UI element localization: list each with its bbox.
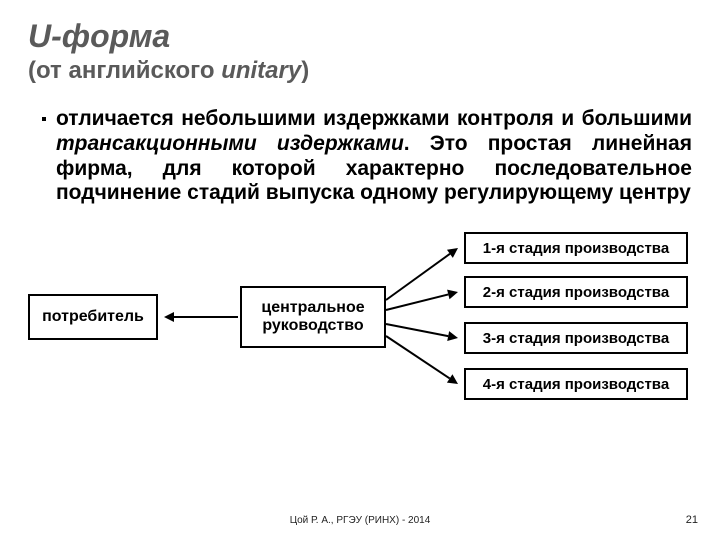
diagram: потребитель центральное руководство 1-я … bbox=[28, 232, 692, 432]
box-consumer-label: потребитель bbox=[42, 308, 144, 326]
body-text: отличается небольшими издержками контрол… bbox=[56, 107, 692, 206]
footer-text: Цой Р. А., РГЭУ (РИНХ) - 2014 bbox=[0, 515, 720, 526]
stage-label: 3-я стадия производства bbox=[483, 330, 669, 347]
stage-box: 3-я стадия производства bbox=[464, 322, 688, 354]
subtitle-prefix: (от английского bbox=[28, 57, 221, 84]
stage-label: 4-я стадия производства bbox=[483, 376, 669, 393]
subtitle-suffix: ) bbox=[301, 57, 309, 84]
body-p1: отличается небольшими издержками контрол… bbox=[56, 107, 692, 130]
stage-box: 2-я стадия производства bbox=[464, 276, 688, 308]
stage-label: 2-я стадия производства bbox=[483, 284, 669, 301]
box-center: центральное руководство bbox=[240, 286, 386, 348]
page-title: U-форма bbox=[28, 18, 692, 55]
subtitle-ital: unitary bbox=[221, 57, 301, 84]
box-consumer: потребитель bbox=[28, 294, 158, 340]
body-bullet: отличается небольшими издержками контрол… bbox=[28, 107, 692, 206]
body-ital1: трансакционными издержками bbox=[56, 132, 404, 155]
page-number: 21 bbox=[686, 514, 698, 526]
page-subtitle: (от английского unitary) bbox=[28, 57, 692, 85]
box-center-label: центральное руководство bbox=[242, 299, 384, 335]
bullet-dot bbox=[42, 117, 46, 121]
stage-box: 4-я стадия производства bbox=[464, 368, 688, 400]
stage-box: 1-я стадия производства bbox=[464, 232, 688, 264]
stage-label: 1-я стадия производства bbox=[483, 240, 669, 257]
